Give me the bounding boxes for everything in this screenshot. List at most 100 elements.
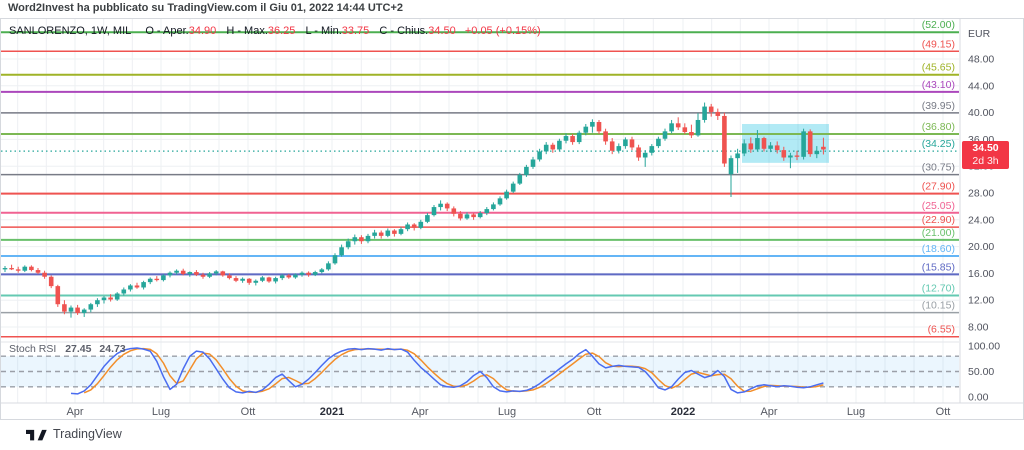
currency-label: EUR <box>968 28 991 40</box>
price-level-label: (45.65) <box>922 62 955 74</box>
candle-body <box>220 271 226 276</box>
candle-body <box>788 155 793 158</box>
candle-body <box>444 203 450 209</box>
candle-body <box>794 155 800 157</box>
candle-body <box>81 309 87 313</box>
candle-body <box>425 215 430 222</box>
tradingview-logo-link[interactable]: TradingView <box>26 427 122 441</box>
candle-body <box>2 268 8 270</box>
candle-body <box>491 204 496 210</box>
candle-body <box>464 214 470 219</box>
price-tick-label: 48.00 <box>968 54 994 66</box>
candle-body <box>154 278 160 281</box>
candle-body <box>524 166 529 175</box>
price-level-label: (39.95) <box>922 100 955 112</box>
candle-body <box>227 275 232 279</box>
candle-body <box>675 123 681 128</box>
candle-body <box>260 277 265 281</box>
price-level-label: (18.60) <box>922 243 955 255</box>
candle-body <box>708 106 714 112</box>
candle-body <box>596 121 602 132</box>
candle-body <box>312 272 318 275</box>
price-level-label: (30.75) <box>922 162 955 174</box>
candle-body <box>128 285 133 290</box>
candle-body <box>510 183 516 192</box>
candle-body <box>497 198 503 205</box>
time-tick-label: Lug <box>498 406 516 418</box>
candle-body <box>636 147 641 158</box>
candle-body <box>75 307 80 313</box>
price-level-label: (36.80) <box>922 121 955 133</box>
candle-body <box>616 146 622 151</box>
candle-body <box>286 275 292 278</box>
candle-body <box>9 268 14 270</box>
price-level-label: (15.85) <box>922 261 955 273</box>
close-label: C - Chius. <box>379 25 429 37</box>
symbol-title: SANLORENZO, 1W, MIL <box>9 25 132 37</box>
candle-body <box>689 132 694 136</box>
candle-body <box>345 241 351 248</box>
stoch-tick-label: 0.00 <box>968 392 989 404</box>
candle-body <box>405 224 410 230</box>
candle-body <box>821 146 826 150</box>
candle-body <box>233 278 239 281</box>
candle-body <box>385 230 391 236</box>
chart-container: (52.00) (49.15) (45.65) (43.10) (39.95) (36.8… <box>0 18 1024 420</box>
price-tick-label: 44.00 <box>968 80 994 92</box>
time-tick-label: 2022 <box>671 406 695 418</box>
price-level-label: (52.00) <box>922 19 955 31</box>
candle-body <box>814 150 820 155</box>
footer: TradingView <box>0 420 1024 450</box>
time-axis[interactable]: Apr Lug Ott 2021 Apr Lug Ott 2022 Apr Lug Ott <box>66 406 950 418</box>
price-level-label: (43.10) <box>922 79 955 91</box>
candle-body <box>15 269 21 271</box>
time-tick-label: Lug <box>152 406 170 418</box>
candle-body <box>623 139 628 147</box>
candle-body <box>339 247 344 256</box>
price-level-label: (6.55) <box>928 324 955 336</box>
candle-body <box>537 151 542 160</box>
tradingview-icon <box>26 429 47 441</box>
high-label: H - Max. <box>226 25 268 37</box>
candle-body <box>431 207 437 216</box>
price-tick-label: 24.00 <box>968 214 994 226</box>
last-price-value: 34.50 <box>972 142 999 154</box>
stoch-rsi-label: Stoch RSI <box>9 343 57 355</box>
candle-body <box>543 144 549 152</box>
candle-body <box>662 131 668 139</box>
publish-text: Word2Invest ha pubblicato su TradingView… <box>8 2 404 14</box>
candle-body <box>649 146 655 153</box>
candle-body <box>180 270 186 275</box>
price-levels: (52.00) (49.15) (45.65) (43.10) (39.95) (36.8… <box>1 19 959 338</box>
stoch-d-line <box>83 347 824 394</box>
open-value: 34.90 <box>188 25 217 37</box>
candle-body <box>352 237 358 242</box>
grid <box>1 19 959 403</box>
candle-body <box>583 126 589 133</box>
stoch-d-value: 24.73 <box>99 343 126 355</box>
candle-body <box>418 221 424 228</box>
time-tick-label: Ott <box>587 406 602 418</box>
candle-body <box>35 270 41 273</box>
price-level-label: (34.25) <box>922 138 955 150</box>
price-tick-label: 40.00 <box>968 107 994 119</box>
price-axis[interactable]: EUR48.0044.0040.0036.0032.0028.0024.0020… <box>968 28 1000 404</box>
candle-body <box>42 272 47 277</box>
candlestick-series <box>2 102 826 318</box>
high-value: 36.25 <box>267 25 296 37</box>
candle-body <box>438 203 443 208</box>
candle-body <box>398 229 404 234</box>
candle-body <box>695 119 701 136</box>
candle-body <box>557 140 562 150</box>
chart-legend: SANLORENZO, 1W, MIL O - Aper.34.90 H - M… <box>9 25 541 37</box>
candle-body <box>411 224 417 228</box>
candle-body <box>378 232 384 236</box>
candle-body <box>121 289 127 294</box>
candle-body <box>530 159 536 167</box>
candle-body <box>213 271 219 274</box>
candle-body <box>332 255 338 264</box>
stoch-k-line <box>70 347 824 395</box>
chart-canvas[interactable]: (52.00) (49.15) (45.65) (43.10) (39.95) (36.8… <box>1 19 1023 419</box>
candle-body <box>68 307 74 312</box>
price-tick-label: 16.00 <box>968 268 994 280</box>
